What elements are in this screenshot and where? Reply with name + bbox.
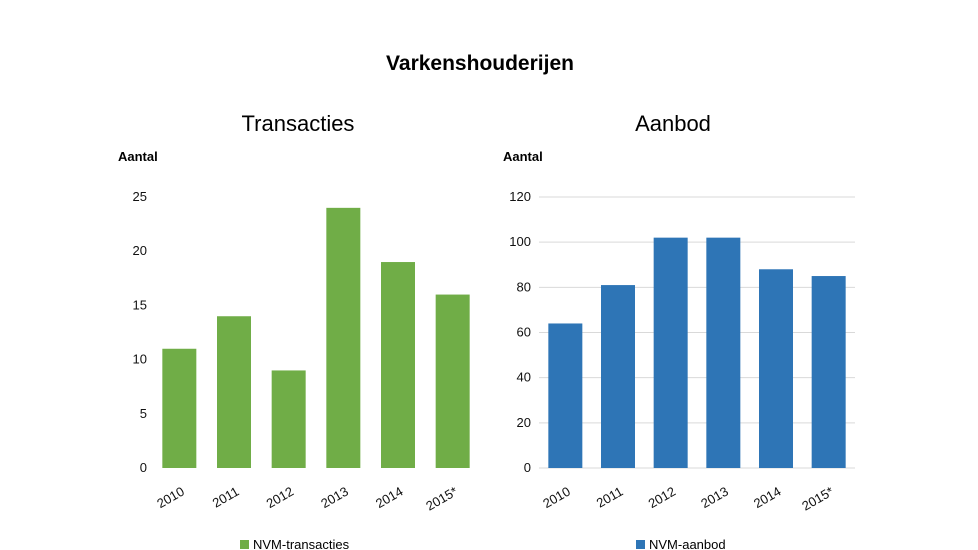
y-axis-label: Aantal [118, 149, 158, 164]
y-tick-label: 15 [133, 297, 147, 312]
chart-aanbod: Aanbod Aantal 0 20 40 60 80 100 120 2010 2011 20… [503, 111, 855, 550]
y-tick-label: 0 [524, 460, 531, 475]
x-tick-label: 2010 [154, 484, 187, 511]
legend-swatch [636, 540, 645, 549]
bar [811, 276, 846, 468]
y-tick-label: 25 [133, 189, 147, 204]
y-tick-label: 120 [509, 189, 531, 204]
bar [271, 370, 306, 468]
chart-title: Aanbod [635, 111, 711, 136]
x-tick-label: 2014 [373, 484, 406, 511]
y-tick-label: 80 [517, 279, 531, 294]
y-axis-label: Aantal [503, 149, 543, 164]
legend-label: NVM-aanbod [649, 537, 726, 550]
y-tick-label: 20 [133, 243, 147, 258]
x-tick-label: 2012 [264, 484, 297, 511]
legend-swatch [240, 540, 249, 549]
y-tick-label: 40 [517, 370, 531, 385]
x-tick-label: 2014 [751, 484, 784, 511]
bar [162, 348, 197, 468]
page-title: Varkenshouderijen [386, 52, 574, 75]
y-tick-label: 100 [509, 234, 531, 249]
x-tick-label: 2011 [594, 484, 626, 511]
y-tick-label: 60 [517, 325, 531, 340]
y-tick-label: 5 [140, 406, 147, 421]
bar [217, 316, 251, 468]
x-tick-label: 2013 [698, 484, 731, 511]
legend-label: NVM-transacties [253, 537, 350, 550]
x-tick-label: 2012 [646, 484, 679, 511]
bar [326, 207, 361, 468]
bar [706, 237, 741, 468]
bar [601, 285, 635, 468]
bar [548, 323, 583, 468]
x-tick-label: 2013 [318, 484, 351, 511]
bar [653, 237, 688, 468]
x-tick-label: 2010 [540, 484, 573, 511]
y-tick-label: 0 [140, 460, 147, 475]
bar [381, 262, 415, 468]
chart-title: Transacties [242, 111, 355, 136]
x-tick-label: 2011 [210, 484, 242, 511]
y-tick-label: 20 [517, 415, 531, 430]
x-tick-label: 2015* [423, 484, 460, 514]
bar [759, 269, 793, 468]
x-tick-label: 2015* [799, 484, 836, 514]
y-tick-label: 10 [133, 352, 147, 367]
chart-transacties: Transacties Aantal 0 5 10 15 20 25 2010 2011 20… [118, 111, 470, 550]
bar [435, 294, 470, 468]
